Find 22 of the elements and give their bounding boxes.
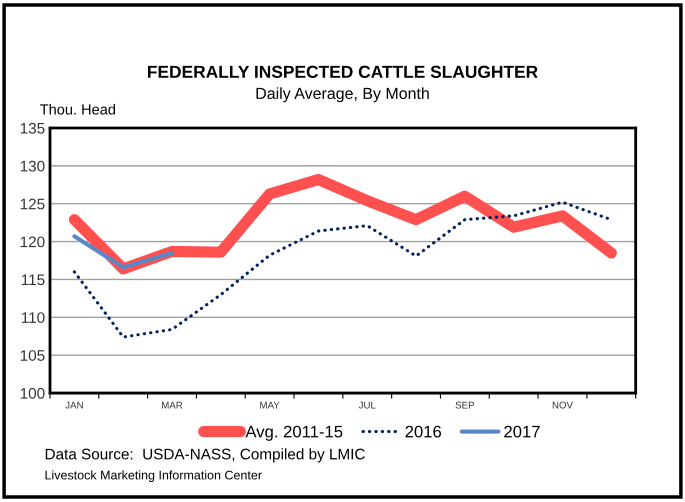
text: Livestock Marketing Information Center <box>46 470 262 482</box>
x-tick-label: MAY <box>260 402 280 408</box>
y-tick-label: 105 <box>20 350 45 361</box>
y-tick-label: 100 <box>20 388 45 399</box>
source-note: Data Source: USDA-NASS, Compiled by LMIC <box>46 448 365 462</box>
x-tick-label: SEP <box>456 402 474 409</box>
legend-label: 2017 <box>504 426 540 438</box>
y-tick-label: 120 <box>20 236 45 248</box>
chart-title: FEDERALLY INSPECTED CATTLE SLAUGHTER <box>148 66 538 78</box>
x-tick-label: NOV <box>552 402 573 409</box>
y-axis-title: Thou. Head <box>40 104 115 115</box>
chart-subtitle: Daily Average, By Month <box>256 87 429 102</box>
y-tick-label: 130 <box>20 160 45 172</box>
x-tick-label: JAN <box>65 402 83 409</box>
legend-label: Avg. 2011-15 <box>245 426 342 441</box>
y-tick-label: 125 <box>20 198 45 210</box>
x-tick-label: MAR <box>162 402 182 408</box>
y-tick-label: 135 <box>20 122 45 134</box>
y-tick-label: 110 <box>22 312 45 324</box>
legend-label: 2016 <box>406 426 442 438</box>
y-tick-label: 115 <box>22 274 45 286</box>
x-tick-label: JUL <box>358 402 376 409</box>
